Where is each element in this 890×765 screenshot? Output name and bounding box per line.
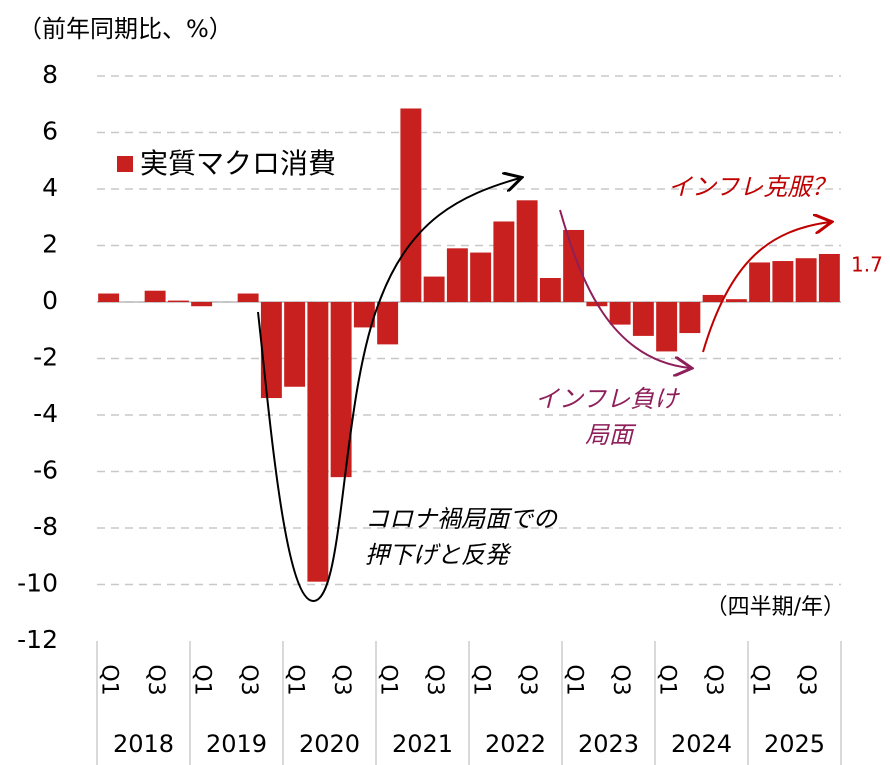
bar: [818, 253, 840, 302]
y-tick-label: 8: [42, 60, 58, 89]
grid: [97, 75, 841, 586]
y-tick-label: 6: [42, 117, 58, 146]
bar: [167, 300, 189, 302]
x-tick-label: Q3: [143, 664, 168, 695]
x-axis-label: （四半期/年）: [706, 595, 845, 620]
x-tick-label: Q3: [422, 664, 447, 695]
bar: [330, 302, 352, 478]
x-tick-label: Q3: [515, 664, 540, 695]
x-group-label: 2020: [299, 730, 360, 758]
bar: [679, 302, 701, 334]
arrow: [702, 222, 830, 353]
bars: [98, 108, 840, 582]
arrow: [257, 178, 520, 603]
bar: [702, 294, 724, 302]
bar: [191, 302, 213, 307]
bar: [749, 262, 771, 302]
x-group-label: 2023: [578, 730, 639, 758]
bar: [353, 302, 375, 328]
x-tick-label: Q1: [469, 664, 494, 695]
x-tick-label: Q3: [236, 664, 261, 695]
bar: [632, 302, 654, 336]
bar: [772, 261, 794, 302]
bar: [144, 290, 166, 302]
y-tick-label: -2: [33, 343, 58, 372]
annotation: インフレ負け: [535, 385, 680, 413]
bar: [516, 200, 538, 302]
x-tick-label: Q1: [283, 664, 308, 695]
y-tick-label: -6: [33, 456, 58, 485]
data-label: 1.7: [851, 252, 883, 276]
x-tick-label: Q1: [376, 664, 401, 695]
x-group-label: 2021: [392, 730, 453, 758]
annotation: 押下げと反発: [365, 541, 512, 569]
x-tick-label: Q3: [608, 664, 633, 695]
y-axis-label: （前年同期比、%）: [18, 15, 233, 43]
annotation: インフレ克服？: [668, 173, 835, 201]
x-tick-label: Q1: [655, 664, 680, 695]
bar: [446, 248, 468, 302]
annotation: 局面: [585, 421, 637, 449]
bar: [795, 258, 817, 302]
y-tick-label: 2: [42, 230, 58, 259]
x-tick-label: Q3: [701, 664, 726, 695]
bar: [423, 276, 445, 302]
y-tick-label: -8: [33, 512, 58, 541]
bar: [237, 293, 259, 302]
y-tick-label: 0: [42, 286, 58, 315]
bar: [725, 299, 747, 302]
x-tick-label: Q3: [794, 664, 819, 695]
y-tick-label: -4: [33, 399, 58, 428]
bar: [470, 252, 492, 302]
x-group-label: 2018: [113, 730, 174, 758]
bar: [284, 302, 306, 387]
bar: [539, 277, 561, 302]
annotation: コロナ禍局面での: [365, 505, 559, 533]
legend-swatch: [117, 156, 133, 172]
x-tick-label: Q1: [562, 664, 587, 695]
x-tick-label: Q1: [748, 664, 773, 695]
bar: [493, 221, 515, 302]
x-group-label: 2022: [485, 730, 546, 758]
bar: [609, 302, 631, 325]
y-tick-label: -10: [17, 569, 58, 598]
arrow: [559, 209, 690, 368]
x-group-label: 2019: [206, 730, 267, 758]
bar: [377, 302, 399, 345]
x-tick-label: Q1: [97, 664, 122, 695]
bar: [98, 293, 120, 302]
y-tick-label: -12: [17, 625, 58, 654]
x-tick-label: Q1: [190, 664, 215, 695]
bar: [563, 229, 585, 302]
bar: [656, 302, 678, 352]
x-group-label: 2024: [671, 730, 732, 758]
x-tick-label: Q3: [329, 664, 354, 695]
bar: [307, 302, 329, 582]
y-tick-label: 4: [42, 173, 58, 202]
bar: [260, 302, 282, 399]
x-group-label: 2025: [764, 730, 825, 758]
bar: [400, 108, 422, 302]
legend-label: 実質マクロ消費: [140, 147, 336, 180]
